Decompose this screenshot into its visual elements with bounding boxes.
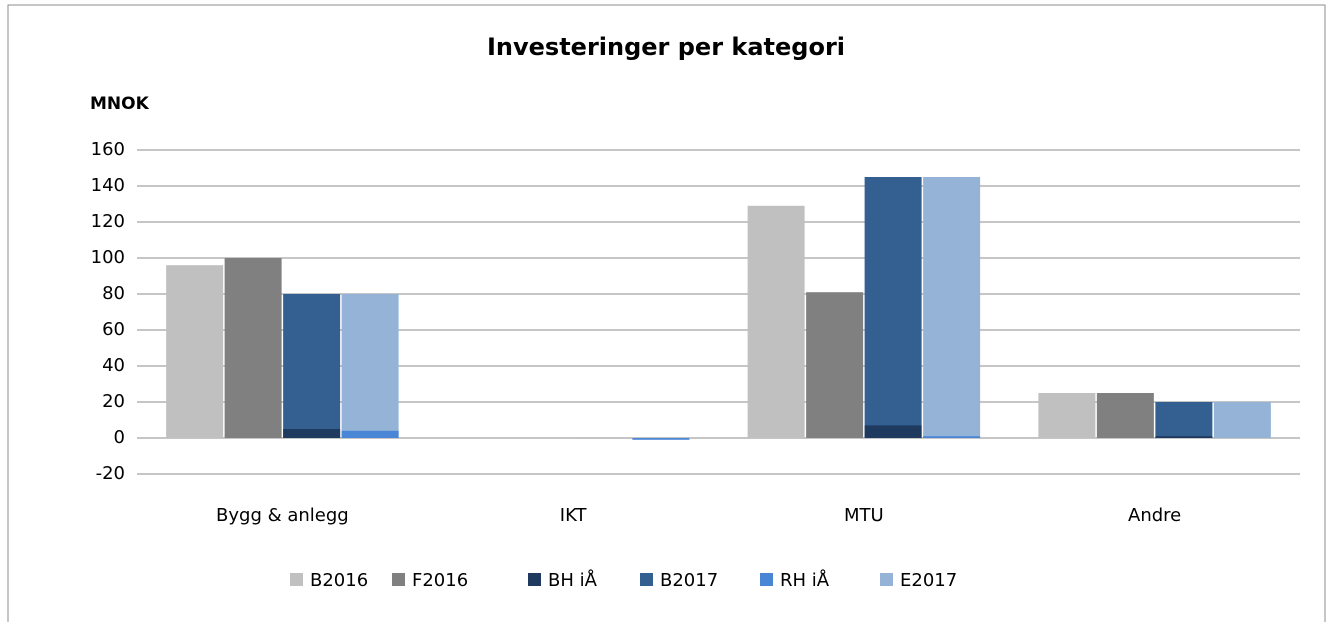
x-tick-label: IKT: [560, 505, 588, 526]
y-tick-label: 100: [91, 247, 125, 268]
bar: [1038, 393, 1096, 438]
y-tick-label: -20: [96, 463, 125, 484]
legend-swatch: [880, 573, 893, 586]
bar: [341, 430, 399, 438]
y-tick-label: 80: [102, 283, 125, 304]
legend-label: RH iÅ: [780, 569, 830, 591]
y-tick-label: 140: [91, 175, 125, 196]
x-tick-label: MTU: [844, 505, 884, 526]
legend-label: B2017: [660, 570, 718, 591]
x-tick-label: Bygg & anlegg: [216, 505, 349, 526]
y-axis-label: MNOK: [90, 94, 150, 114]
y-tick-label: 0: [114, 427, 125, 448]
legend-label: F2016: [412, 570, 468, 591]
bar: [632, 438, 690, 440]
legend-swatch: [392, 573, 405, 586]
y-tick-label: 20: [102, 391, 125, 412]
legend-swatch: [528, 573, 541, 586]
y-tick-label: 160: [91, 139, 125, 160]
bar: [1096, 393, 1154, 438]
bar: [806, 292, 864, 438]
bar: [283, 294, 341, 438]
bar: [283, 429, 341, 438]
y-tick-label: 60: [102, 319, 125, 340]
legend-label: B2016: [310, 570, 368, 591]
bar: [1213, 402, 1271, 438]
legend-label: BH iÅ: [548, 569, 598, 591]
bar: [341, 294, 399, 438]
legend-label: E2017: [900, 570, 957, 591]
bar: [864, 177, 922, 438]
legend-swatch: [760, 573, 773, 586]
bar: [864, 425, 922, 438]
bar: [166, 265, 224, 438]
legend-swatch: [290, 573, 303, 586]
y-tick-label: 40: [102, 355, 125, 376]
x-tick-label: Andre: [1128, 505, 1181, 526]
bar: [1155, 436, 1213, 438]
bar: [923, 177, 981, 438]
y-tick-label: 120: [91, 211, 125, 232]
bar: [923, 436, 981, 438]
chart-title: Investeringer per kategori: [487, 33, 845, 61]
bar: [1155, 402, 1213, 438]
legend-swatch: [640, 573, 653, 586]
bar: [224, 258, 282, 438]
bar: [747, 205, 805, 438]
